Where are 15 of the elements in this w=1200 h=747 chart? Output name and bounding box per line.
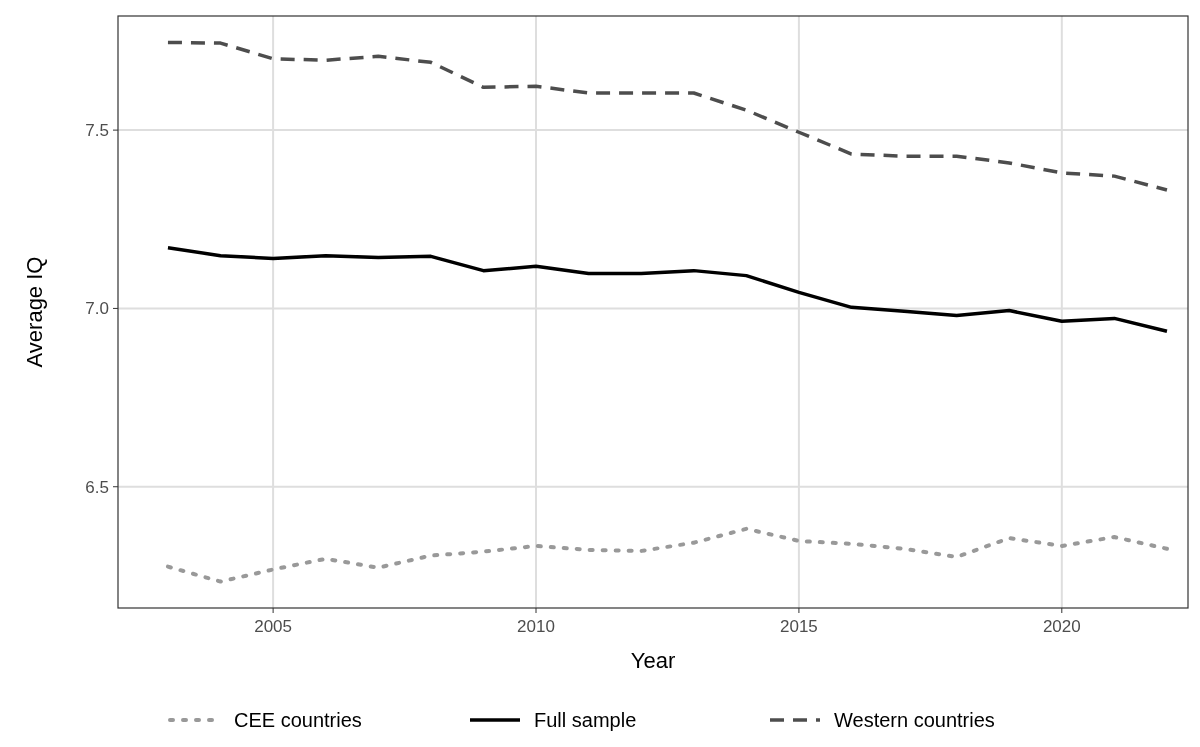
- y-tick-label: 7.0: [85, 299, 109, 319]
- x-tick-label: 2020: [1042, 617, 1081, 636]
- legend-label: Western countries: [834, 709, 995, 731]
- legend-label: Full sample: [534, 709, 637, 731]
- x-axis-title: Year: [630, 648, 676, 673]
- legend-label: CEE countries: [234, 709, 362, 731]
- y-tick-label: 7.5: [85, 121, 109, 141]
- x-tick-label: 2015: [780, 617, 818, 636]
- x-tick-label: 2010: [517, 617, 555, 636]
- y-axis-title: Average IQ: [22, 256, 47, 368]
- line-series: [166, 40, 1169, 192]
- y-tick-label: 6.5: [85, 477, 109, 497]
- x-tick-label: 2005: [254, 617, 293, 636]
- line-series: [165, 526, 1169, 584]
- line-series: [166, 246, 1169, 334]
